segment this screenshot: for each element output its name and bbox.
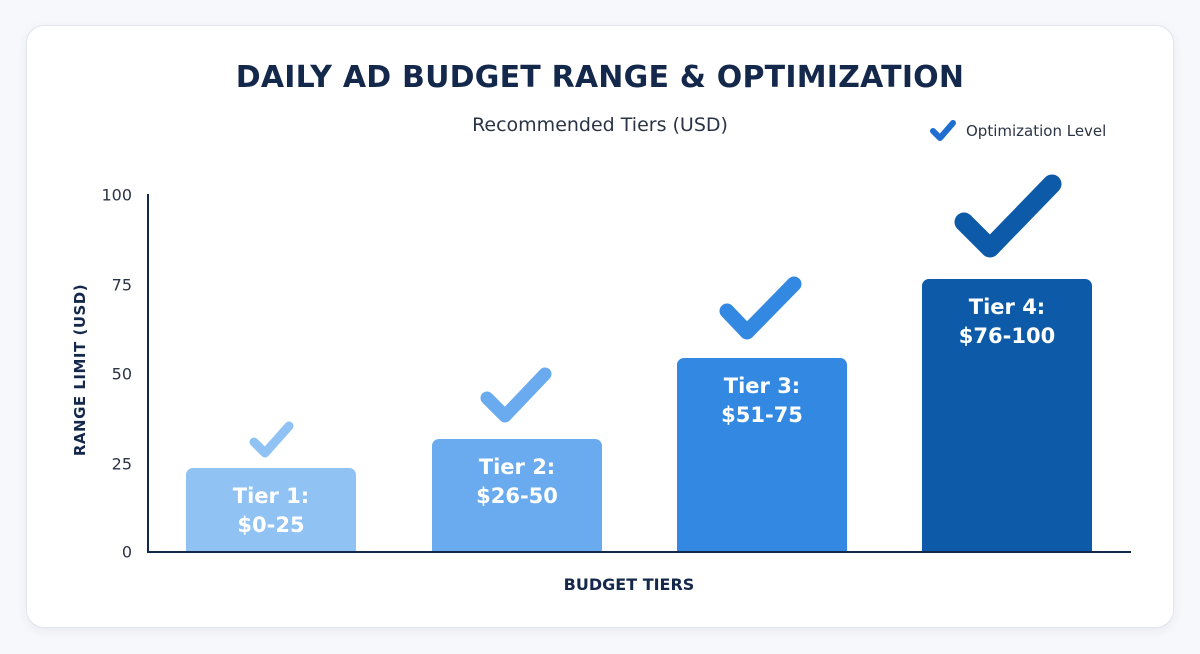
bar-label-line2: $51-75: [721, 403, 803, 427]
y-tick-50: 50: [111, 364, 132, 384]
y-tick-75: 75: [111, 275, 132, 295]
bar-label-line2: $26-50: [476, 484, 558, 508]
bar-label-line1: Tier 4:: [968, 295, 1046, 319]
checkmark-icon: [719, 276, 802, 340]
chart-title: DAILY AD BUDGET RANGE & OPTIMIZATION: [235, 60, 965, 95]
bar-label-line1: Tier 2:: [478, 455, 556, 479]
bar-label-line2: $76-100: [958, 324, 1056, 348]
checkmark-icon: [954, 174, 1062, 258]
y-axis-line: [147, 194, 149, 553]
legend: Optimization Level: [928, 118, 1106, 144]
legend-label: Optimization Level: [966, 122, 1107, 140]
bar-label-line1: Tier 3:: [723, 374, 801, 398]
x-axis-title: BUDGET TIERS: [563, 575, 695, 594]
checkmark-icon: [930, 120, 956, 141]
y-tick-100: 100: [101, 185, 132, 205]
bar-tier-2: Tier 2: $26-50: [432, 439, 602, 552]
x-axis-line: [147, 551, 1131, 553]
y-tick-25: 25: [111, 454, 132, 474]
chart-subtitle: Recommended Tiers (USD): [472, 114, 728, 136]
bar-label-line2: $0-25: [237, 513, 305, 537]
bar-tier-3: Tier 3: $51-75: [677, 358, 847, 552]
bar-tier-4: Tier 4: $76-100: [922, 279, 1092, 552]
checkmark-icon: [249, 421, 294, 458]
bar-label-line1: Tier 1:: [232, 484, 310, 508]
y-axis-title: RANGE LIMIT (USD): [71, 283, 89, 457]
y-tick-0: 0: [121, 542, 132, 562]
checkmark-icon: [480, 367, 552, 423]
bar-tier-1: Tier 1: $0-25: [186, 468, 356, 552]
